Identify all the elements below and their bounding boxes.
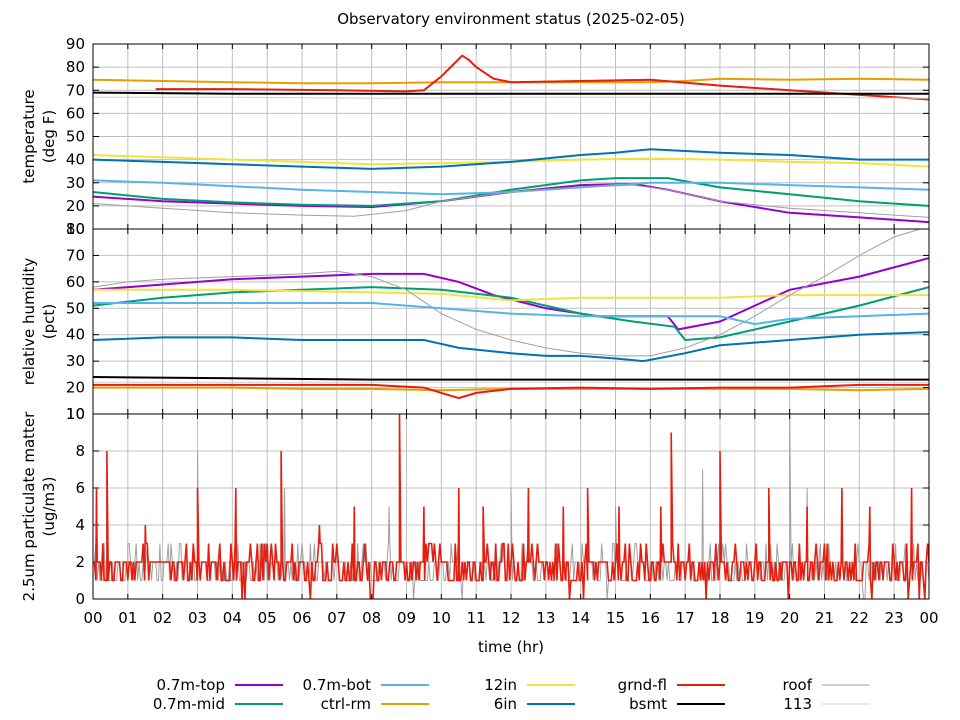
series-line-0.7m-mid bbox=[93, 286, 929, 342]
x-tick-label: 03 bbox=[188, 609, 207, 627]
legend-label: 0.7m-bot bbox=[303, 676, 372, 694]
y-tick-label: 20 bbox=[66, 197, 85, 215]
x-tick-label: 08 bbox=[362, 609, 381, 627]
series-line-113 bbox=[93, 96, 929, 99]
x-tick-label: 02 bbox=[153, 609, 172, 627]
y-tick-label: 80 bbox=[66, 58, 85, 76]
series-line-0.7m-mid bbox=[93, 177, 929, 207]
series-line-grnd-fl bbox=[93, 383, 929, 400]
series-line-bsmt bbox=[93, 91, 929, 95]
series-line-bsmt bbox=[93, 376, 929, 381]
y-axis-label: (pct) bbox=[40, 304, 58, 339]
y-tick-label: 70 bbox=[66, 81, 85, 99]
panel-series bbox=[93, 229, 929, 400]
y-axis-label: (ug/m3) bbox=[40, 477, 58, 537]
y-tick-label: 60 bbox=[66, 273, 85, 291]
x-tick-label: 09 bbox=[397, 609, 416, 627]
legend-label: 113 bbox=[783, 695, 812, 713]
x-tick-label: 13 bbox=[536, 609, 555, 627]
y-tick-label: 50 bbox=[66, 128, 85, 146]
y-tick-label: 50 bbox=[66, 299, 85, 317]
y-tick-label: 30 bbox=[66, 174, 85, 192]
legend-label: grnd-fl bbox=[618, 676, 667, 694]
y-axis-label: (deg F) bbox=[40, 110, 58, 163]
x-tick-label: 06 bbox=[292, 609, 311, 627]
panel-series bbox=[93, 414, 929, 599]
series-line-6in bbox=[93, 148, 929, 170]
x-tick-label: 07 bbox=[327, 609, 346, 627]
x-tick-label: 00 bbox=[919, 609, 938, 627]
y-tick-label: 40 bbox=[66, 326, 85, 344]
legend-label: ctrl-rm bbox=[321, 695, 371, 713]
panel-series bbox=[93, 54, 929, 224]
x-tick-label: 16 bbox=[641, 609, 660, 627]
panel-2: 10 20 30 40 50 60 70 80 relative humidity (pct) bbox=[20, 220, 930, 423]
y-tick-label: 60 bbox=[66, 104, 85, 122]
series-line-113 bbox=[93, 414, 929, 599]
series-line-grnd-fl bbox=[155, 54, 929, 101]
series-line-0.7m-bot bbox=[93, 302, 929, 326]
y-tick-label: 10 bbox=[66, 220, 85, 238]
y-tick-label: 10 bbox=[66, 405, 85, 423]
legend-label: roof bbox=[783, 676, 813, 694]
y-tick-label: 0 bbox=[75, 590, 85, 608]
legend-label: 6in bbox=[494, 695, 517, 713]
y-axis-label: temperature bbox=[20, 89, 38, 183]
y-tick-label: 6 bbox=[75, 479, 85, 497]
x-tick-label: 22 bbox=[850, 609, 869, 627]
x-tick-label: 01 bbox=[118, 609, 137, 627]
series-line-0.7m-top bbox=[93, 257, 929, 331]
y-tick-label: 40 bbox=[66, 151, 85, 169]
y-tick-label: 8 bbox=[75, 442, 85, 460]
x-tick-label: 12 bbox=[501, 609, 520, 627]
x-tick-label: 04 bbox=[223, 609, 242, 627]
x-tick-label: 18 bbox=[710, 609, 729, 627]
x-tick-label: 21 bbox=[815, 609, 834, 627]
x-tick-label: 00 bbox=[83, 609, 102, 627]
y-tick-label: 20 bbox=[66, 379, 85, 397]
x-tick-label: 05 bbox=[258, 609, 277, 627]
legend-label: 12in bbox=[484, 676, 517, 694]
x-tick-label: 10 bbox=[432, 609, 451, 627]
legend-label: 0.7m-top bbox=[157, 676, 225, 694]
series-line-0.7m-top bbox=[93, 182, 929, 224]
x-tick-label: 11 bbox=[467, 609, 486, 627]
legend-label: bsmt bbox=[629, 695, 667, 713]
y-tick-label: 10 bbox=[66, 405, 85, 423]
y-tick-label: 30 bbox=[66, 352, 85, 370]
panel-1: 10 20 30 40 50 60 70 80 90 temperature (deg F) bbox=[20, 35, 930, 238]
x-tick-label: 19 bbox=[745, 609, 764, 627]
legend-label: 0.7m-mid bbox=[153, 695, 225, 713]
x-axis-label: time (hr) bbox=[478, 638, 544, 656]
series-line-grnd-fl bbox=[93, 414, 929, 599]
y-axis-label: relative humidity bbox=[20, 258, 38, 386]
x-tick-label: 14 bbox=[571, 609, 590, 627]
series-line-roof bbox=[93, 229, 923, 357]
y-tick-label: 70 bbox=[66, 246, 85, 264]
y-axis-label: 2.5um particulate matter bbox=[20, 411, 38, 601]
x-tick-label: 23 bbox=[885, 609, 904, 627]
y-tick-label: 90 bbox=[66, 35, 85, 53]
chart-title: Observatory environment status (2025-02-… bbox=[337, 10, 685, 28]
x-tick-label: 15 bbox=[606, 609, 625, 627]
series-line-6in bbox=[93, 331, 929, 363]
x-tick-label: 20 bbox=[780, 609, 799, 627]
series-line-roof bbox=[93, 184, 929, 218]
y-tick-label: 80 bbox=[66, 220, 85, 238]
x-tick-label: 17 bbox=[676, 609, 695, 627]
y-tick-label: 4 bbox=[75, 516, 85, 534]
y-tick-label: 2 bbox=[75, 553, 85, 571]
